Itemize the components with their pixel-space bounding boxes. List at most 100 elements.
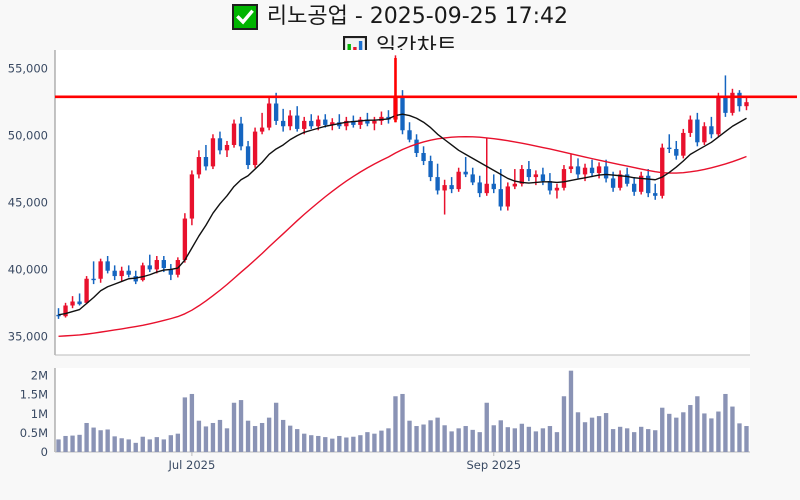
- candle-body: [610, 178, 616, 188]
- volume-bar: [688, 405, 693, 452]
- volume-bar: [695, 396, 700, 452]
- candlestick: [105, 256, 110, 274]
- candle-body: [77, 301, 82, 305]
- volume-bar: [407, 420, 412, 452]
- volume-bar: [147, 439, 152, 452]
- ma-long-line: [58, 135, 747, 337]
- volume-bar: [330, 438, 335, 452]
- candle-body: [716, 96, 721, 135]
- volume-bar: [631, 432, 637, 452]
- volume-bar: [442, 425, 447, 452]
- candlestick: [217, 131, 223, 155]
- volume-bar: [624, 428, 630, 452]
- candlestick: [505, 182, 510, 211]
- candlestick: [442, 179, 447, 215]
- candle-body: [540, 174, 546, 182]
- volume-bar: [702, 413, 707, 452]
- candlestick: [653, 183, 658, 200]
- volume-bar: [730, 406, 735, 452]
- candle-body: [344, 120, 349, 127]
- candlestick: [231, 119, 237, 148]
- candlestick: [372, 116, 377, 131]
- volume-bar: [428, 420, 433, 452]
- candlestick: [98, 258, 103, 283]
- price-panel: 35,000 40,000 45,000 50,000 55,000: [8, 50, 797, 356]
- candle-body: [477, 182, 482, 194]
- volume-bar: [119, 438, 124, 452]
- candlestick: [147, 254, 152, 273]
- candlestick: [737, 90, 742, 112]
- candle-body: [554, 187, 560, 191]
- candlestick: [688, 115, 693, 137]
- candle-body: [533, 174, 539, 178]
- volume-bar: [463, 426, 468, 452]
- volume-bar: [561, 396, 567, 452]
- candle-body: [252, 131, 258, 166]
- candle-body: [646, 175, 651, 194]
- candlestick: [266, 96, 272, 131]
- candle-body: [484, 183, 489, 194]
- volume-bar: [358, 435, 363, 452]
- candle-body: [737, 92, 742, 107]
- candlestick: [119, 266, 124, 282]
- candle-body: [568, 166, 574, 170]
- candle-body: [470, 174, 475, 183]
- volume-panel: 0 0.5M 1M 1.5M 2M Jul 2025 Sep 2025: [20, 368, 750, 472]
- volume-bar: [196, 420, 202, 452]
- volume-bar: [316, 435, 321, 452]
- candlestick: [463, 157, 468, 178]
- volume-bar: [393, 396, 398, 452]
- candle-body: [421, 153, 426, 162]
- volume-bar: [547, 426, 553, 452]
- volume-bar: [477, 432, 482, 452]
- volume-bar: [414, 426, 419, 452]
- candle-body: [498, 189, 503, 207]
- volume-bar: [273, 402, 279, 452]
- volume-bar: [540, 428, 546, 452]
- candle-body: [730, 92, 735, 113]
- candlestick: [203, 144, 209, 171]
- candle-body: [91, 278, 96, 281]
- volume-bar: [224, 428, 230, 452]
- candlestick: [140, 262, 145, 282]
- candlestick: [716, 92, 721, 137]
- candle-body: [168, 269, 174, 275]
- candlestick: [435, 163, 440, 195]
- volume-bar: [351, 436, 356, 452]
- candle-body: [295, 115, 300, 129]
- candlestick: [421, 146, 426, 166]
- candlestick: [449, 177, 454, 194]
- chart-title-row: 리노공업 - 2025-09-25 17:42: [0, 1, 800, 33]
- candlestick: [477, 175, 482, 198]
- candlestick: [491, 174, 496, 194]
- volume-bar: [259, 422, 265, 452]
- candle-body: [238, 123, 244, 147]
- volume-bar: [660, 407, 665, 452]
- volume-bar: [639, 426, 644, 452]
- candle-body: [709, 126, 714, 135]
- volume-axis-tick-label: 1.5M: [20, 388, 48, 402]
- volume-bar: [175, 433, 181, 452]
- candlestick: [288, 110, 293, 131]
- volume-bar: [603, 413, 609, 452]
- volume-bar: [617, 426, 623, 452]
- candlestick: [77, 293, 82, 306]
- volume-bar: [737, 423, 742, 452]
- candle-body: [695, 119, 700, 143]
- x-axis-tick-label: Sep 2025: [466, 458, 521, 472]
- volume-bar: [337, 435, 342, 452]
- volume-bar: [512, 428, 517, 452]
- candlestick: [660, 143, 665, 199]
- candlestick: [63, 302, 68, 318]
- candlestick: [112, 265, 117, 281]
- volume-bar: [252, 426, 258, 452]
- candle-body: [351, 120, 356, 125]
- volume-bar: [238, 400, 244, 452]
- candlestick: [210, 134, 216, 170]
- volume-bar: [56, 439, 61, 452]
- candle-body: [210, 138, 216, 167]
- candle-body: [744, 102, 749, 107]
- volume-bar: [716, 411, 721, 452]
- price-axis-tick-label: 55,000: [8, 62, 48, 76]
